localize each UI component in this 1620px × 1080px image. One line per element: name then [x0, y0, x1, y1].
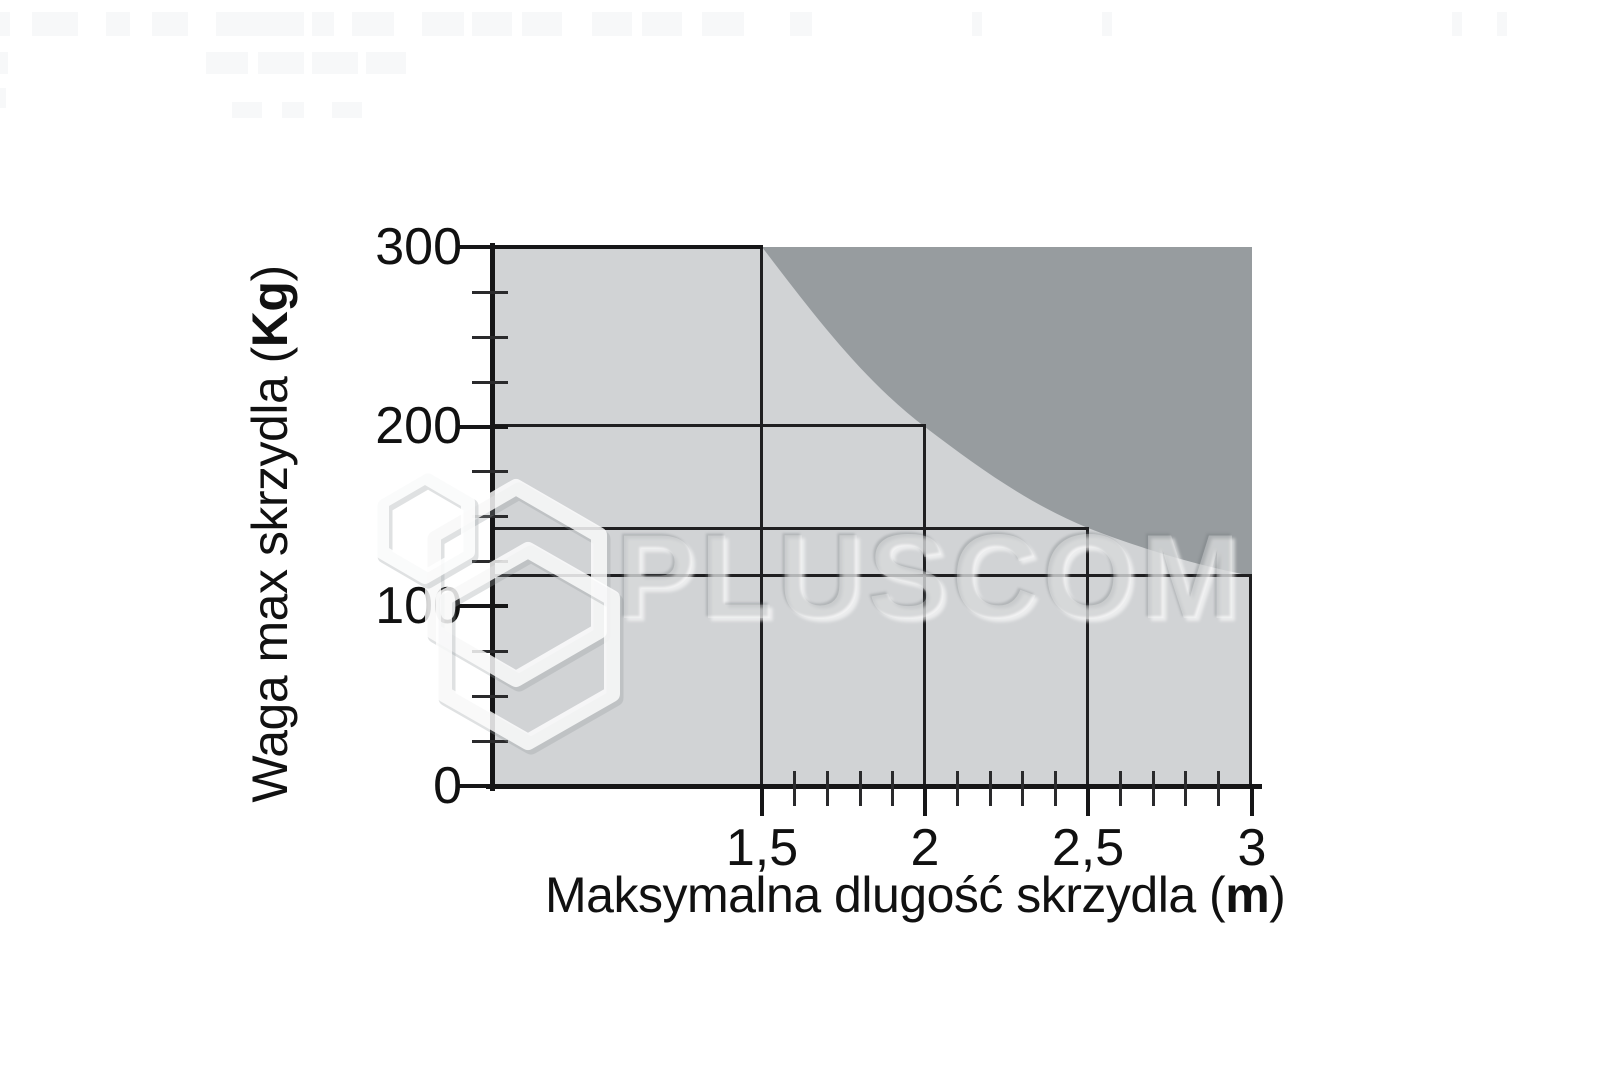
- y-minor-tick: [472, 560, 508, 563]
- x-minor-tick: [1152, 771, 1155, 806]
- x-minor-tick: [1021, 771, 1024, 806]
- y-tick-300: [458, 245, 508, 249]
- x-minor-tick: [859, 771, 862, 806]
- cropped-content-artifact: [152, 12, 188, 36]
- cropped-content-artifact: [258, 52, 304, 74]
- y-tick-label-200: 200: [375, 397, 462, 455]
- cropped-content-artifact: [1452, 12, 1462, 36]
- cropped-content-artifact: [1497, 12, 1507, 36]
- cropped-content-artifact: [232, 102, 262, 118]
- y-axis-title: Waga max skrzydla (Kg): [242, 265, 298, 803]
- gridline-horizontal-140kg: [492, 527, 1089, 530]
- cropped-content-artifact: [642, 12, 682, 36]
- x-minor-tick: [1184, 771, 1187, 806]
- y-minor-tick: [472, 381, 508, 384]
- x-minor-tick: [956, 771, 959, 806]
- cropped-content-artifact: [216, 12, 304, 36]
- x-minor-tick: [1054, 771, 1057, 806]
- cropped-content-artifact: [702, 12, 744, 36]
- x-minor-tick: [826, 771, 829, 806]
- cropped-content-artifact: [422, 12, 464, 36]
- x-minor-tick: [793, 771, 796, 806]
- gridline-vertical-2m: [923, 425, 926, 786]
- watermark-hexagons-icon: [375, 470, 624, 755]
- x-minor-tick: [891, 771, 894, 806]
- cropped-content-artifact: [282, 102, 304, 118]
- x-minor-tick: [1217, 771, 1220, 806]
- cropped-content-artifact: [106, 12, 130, 36]
- x-minor-tick: [989, 771, 992, 806]
- cropped-content-artifact: [366, 52, 406, 74]
- cropped-content-artifact: [592, 12, 632, 36]
- gridline-horizontal-115kg: [492, 574, 1252, 577]
- x-axis-title: Maksymalna dlugość skrzydla (m): [545, 867, 1286, 923]
- y-tick-label-0: 0: [433, 757, 462, 815]
- excluded-region: [762, 247, 1252, 576]
- y-tick-label-300: 300: [375, 218, 462, 276]
- plot-right-border: [1249, 574, 1252, 786]
- cropped-content-artifact: [0, 52, 8, 74]
- x-minor-tick: [1119, 771, 1122, 806]
- cropped-content-artifact: [352, 12, 394, 36]
- y-tick-100: [458, 604, 508, 608]
- x-tick-label-2: 2: [910, 819, 940, 877]
- gridline-horizontal-200kg: [492, 424, 926, 427]
- cropped-content-artifact: [312, 12, 334, 36]
- gridline-vertical-1.5m: [760, 247, 763, 786]
- x-tick-label-3: 3: [1237, 819, 1267, 877]
- x-tick-label-2.5: 2,5: [1051, 819, 1125, 877]
- x-tick-2: [923, 784, 927, 816]
- cropped-content-artifact: [32, 12, 78, 36]
- y-minor-tick: [472, 515, 508, 518]
- y-tick-0: [458, 784, 508, 788]
- plot-top-border: [492, 245, 763, 249]
- y-tick-200: [458, 425, 508, 429]
- y-minor-tick: [472, 470, 508, 473]
- cropped-content-artifact: [206, 52, 248, 74]
- watermark-text: PLUSCOM: [616, 510, 1244, 644]
- x-tick-3: [1250, 784, 1254, 816]
- cropped-content-artifact: [472, 12, 512, 36]
- cropped-content-artifact: [522, 12, 562, 36]
- cropped-content-artifact: [972, 12, 982, 36]
- cropped-content-artifact: [790, 12, 812, 36]
- gridline-vertical-2.5m: [1086, 527, 1089, 786]
- x-tick-1.5: [760, 784, 764, 816]
- cropped-content-artifact: [0, 12, 10, 36]
- cropped-content-artifact: [312, 52, 358, 74]
- cropped-content-artifact: [0, 88, 6, 108]
- x-tick-label-1.5: 1,5: [725, 819, 799, 877]
- y-minor-tick: [472, 695, 508, 698]
- cropped-content-artifact: [332, 102, 362, 118]
- y-minor-tick: [472, 291, 508, 294]
- y-minor-tick: [472, 650, 508, 653]
- y-minor-tick: [472, 336, 508, 339]
- cropped-content-artifact: [1102, 12, 1112, 36]
- y-minor-tick: [472, 740, 508, 743]
- x-axis-line: [486, 784, 1262, 789]
- x-tick-2.5: [1086, 784, 1090, 816]
